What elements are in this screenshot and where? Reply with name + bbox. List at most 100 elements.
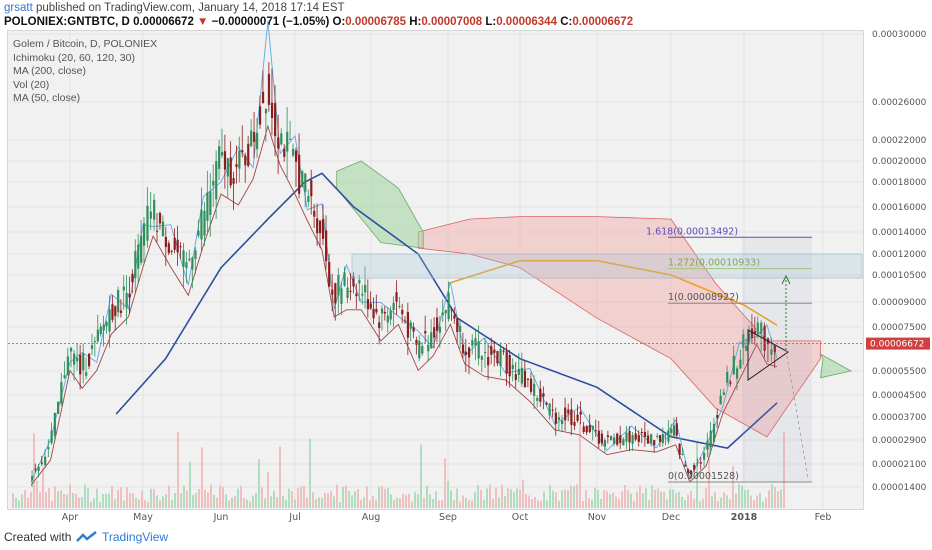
volume-bar bbox=[768, 490, 770, 508]
legend-item-ma200[interactable]: MA (200, close) bbox=[13, 65, 86, 77]
volume-bar bbox=[303, 486, 305, 508]
candle-body bbox=[406, 312, 410, 338]
volume-bar bbox=[633, 500, 635, 508]
volume-bar bbox=[330, 490, 332, 508]
candle-body bbox=[646, 435, 650, 444]
volume-bar bbox=[657, 488, 659, 508]
candle-body bbox=[392, 302, 395, 311]
volume-bar bbox=[159, 500, 161, 508]
volume-bar bbox=[504, 496, 506, 508]
candle-body bbox=[267, 73, 271, 105]
x-tick-label: Jul bbox=[288, 512, 300, 523]
volume-bar bbox=[543, 491, 545, 508]
volume-bar bbox=[390, 494, 392, 508]
candle-body bbox=[221, 152, 224, 156]
legend-item-ma50[interactable]: MA (50, close) bbox=[13, 92, 81, 104]
volume-bar bbox=[195, 492, 197, 508]
candle-body bbox=[464, 351, 467, 355]
volume-bar bbox=[738, 484, 740, 508]
volume-bar bbox=[363, 497, 365, 508]
volume-bar bbox=[630, 493, 632, 508]
candle-body bbox=[505, 351, 508, 374]
candle-body bbox=[313, 210, 316, 217]
volume-bar bbox=[114, 499, 116, 508]
candle-body bbox=[490, 346, 493, 355]
open-label: O: bbox=[332, 16, 346, 28]
volume-bar bbox=[24, 490, 26, 508]
volume-bar bbox=[318, 497, 320, 508]
volume-bar bbox=[90, 501, 92, 508]
legend-item-ichimoku[interactable]: Ichimoku (20, 60, 120, 30) bbox=[13, 51, 135, 64]
volume-bar bbox=[648, 500, 650, 508]
candle-body bbox=[153, 199, 156, 220]
candle-body bbox=[609, 436, 613, 441]
candle-body bbox=[493, 349, 496, 353]
candle-body bbox=[277, 137, 280, 149]
candle-body bbox=[99, 326, 102, 334]
candle-body bbox=[247, 143, 250, 166]
chart-area[interactable] bbox=[7, 30, 864, 510]
created-with-text: Created with bbox=[4, 530, 72, 544]
volume-bar bbox=[666, 499, 668, 508]
volume-bar bbox=[564, 489, 566, 508]
volume-bar bbox=[309, 438, 311, 508]
volume-bar bbox=[708, 443, 710, 508]
volume-bar bbox=[732, 466, 734, 508]
candle-body bbox=[554, 412, 557, 424]
candle-body bbox=[316, 218, 319, 234]
high-value: 0.00007008 bbox=[421, 16, 483, 28]
volume-bar bbox=[540, 500, 542, 508]
volume-bar bbox=[603, 489, 605, 508]
candle-body bbox=[355, 293, 358, 297]
candle-body bbox=[656, 435, 659, 437]
volume-bar bbox=[177, 431, 179, 508]
close-label: C: bbox=[560, 16, 573, 28]
candle-body bbox=[424, 331, 427, 334]
volume-bar bbox=[582, 500, 584, 508]
candle-body bbox=[401, 309, 404, 315]
candle-body bbox=[514, 374, 517, 380]
candle-body bbox=[37, 466, 40, 471]
candle-body bbox=[182, 250, 185, 267]
volume-bar bbox=[213, 494, 215, 508]
volume-bar bbox=[117, 490, 119, 508]
volume-bar bbox=[408, 493, 410, 508]
chart-legend: Golem / Bitcoin, D, POLONIEX Ichimoku (2… bbox=[13, 38, 157, 106]
candle-body bbox=[331, 289, 334, 295]
legend-item-volume[interactable]: Vol (20) bbox=[13, 78, 50, 91]
ma50-line bbox=[115, 172, 778, 449]
candle-body bbox=[170, 250, 173, 252]
volume-bar bbox=[522, 479, 524, 508]
volume-bar bbox=[414, 492, 416, 508]
candle-body bbox=[82, 353, 85, 371]
tradingview-brand-link[interactable]: TradingView bbox=[102, 530, 169, 544]
volume-bar bbox=[129, 493, 131, 508]
resistance-zone bbox=[351, 253, 863, 279]
volume-bar bbox=[189, 461, 191, 508]
candle-body bbox=[215, 161, 218, 200]
candle-body bbox=[319, 220, 322, 234]
candle-body bbox=[404, 320, 407, 322]
y-tick-label: 0.00004500 bbox=[872, 391, 927, 401]
candle-body bbox=[270, 102, 274, 119]
volume-bar bbox=[45, 492, 47, 508]
volume-bar bbox=[453, 500, 455, 508]
fib-level-label: 0(0.00001528) bbox=[668, 471, 739, 482]
candle-body bbox=[745, 345, 748, 351]
volume-bar bbox=[489, 484, 491, 508]
author-link[interactable]: grsatt bbox=[4, 2, 33, 14]
volume-bar bbox=[720, 497, 722, 508]
candle-body bbox=[722, 392, 726, 395]
y-tick-label: 0.00002100 bbox=[872, 460, 927, 470]
volume-bar bbox=[357, 489, 359, 508]
candle-body bbox=[31, 476, 34, 481]
x-tick-label: Nov bbox=[588, 512, 607, 523]
volume-bar bbox=[723, 492, 725, 508]
volume-bar bbox=[321, 498, 323, 508]
candle-body bbox=[161, 221, 165, 237]
candle-body bbox=[753, 330, 757, 334]
y-tick-label: 0.00002900 bbox=[872, 436, 927, 446]
volume-bar bbox=[687, 494, 689, 508]
volume-bar bbox=[654, 489, 656, 508]
